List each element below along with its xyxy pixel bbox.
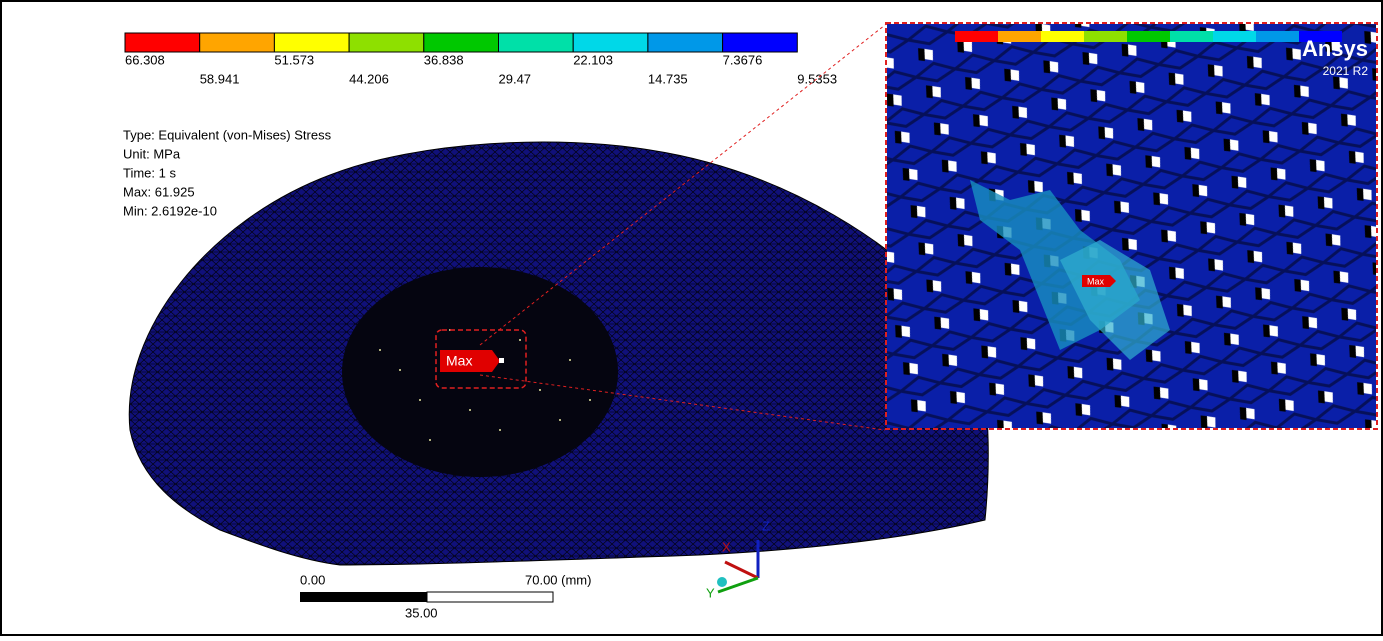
info-line: Unit: MPa [123, 146, 181, 161]
legend-label: 22.103 [573, 52, 613, 67]
legend-label: 29.47 [499, 71, 532, 86]
inset-legend-swatch [1170, 31, 1213, 42]
max-point [499, 358, 504, 363]
inset-max-label: Max [1087, 276, 1105, 286]
scale-end: 70.00 (mm) [525, 572, 591, 587]
scale-bar-light [427, 592, 553, 602]
info-line: Time: 1 s [123, 165, 176, 180]
legend-swatch [648, 33, 723, 52]
figure: 66.308 58.941 51.573 44.206 36.838 29.47 22.10… [0, 0, 1383, 636]
inset-legend-swatch [1213, 31, 1256, 42]
legend-swatch [723, 33, 798, 52]
axis-y: Y [706, 585, 715, 600]
legend-label: 66.308 [125, 52, 165, 67]
axis-x: X [722, 539, 731, 554]
scale-middle: 35.00 [405, 605, 438, 620]
inset-legend-swatch [1256, 31, 1299, 42]
inset-legend-swatch [1084, 31, 1127, 42]
brand: Ansys [1302, 36, 1368, 61]
legend-label: 58.941 [200, 71, 240, 86]
scale-start: 0.00 [300, 572, 325, 587]
legend-label: 51.573 [274, 52, 314, 67]
inset-legend-swatch [998, 31, 1041, 42]
axis-z: Z [762, 518, 770, 533]
inset: Max Ansys 2021 R2 [887, 24, 1376, 428]
legend-swatch [200, 33, 275, 52]
legend-swatch [573, 33, 648, 52]
max-label: Max [446, 353, 472, 369]
legend-swatch [125, 33, 200, 52]
legend-label: 44.206 [349, 71, 389, 86]
inset-legend-swatch [955, 31, 998, 42]
info-line: Type: Equivalent (von-Mises) Stress [123, 127, 332, 142]
legend-label: 7.3676 [723, 52, 763, 67]
legend-swatch [349, 33, 424, 52]
legend-label: 9.5353 [797, 71, 837, 86]
info-line: Min: 2.6192e-10 [123, 203, 217, 218]
legend-swatch [274, 33, 349, 52]
inset-legend-swatch [1041, 31, 1084, 42]
info-line: Max: 61.925 [123, 184, 195, 199]
legend-swatch [424, 33, 499, 52]
legend-label: 14.735 [648, 71, 688, 86]
inset-legend-swatch [1127, 31, 1170, 42]
legend-label: 36.838 [424, 52, 464, 67]
version: 2021 R2 [1323, 64, 1369, 78]
scale-bar-dark [300, 592, 427, 602]
legend-swatch [499, 33, 574, 52]
